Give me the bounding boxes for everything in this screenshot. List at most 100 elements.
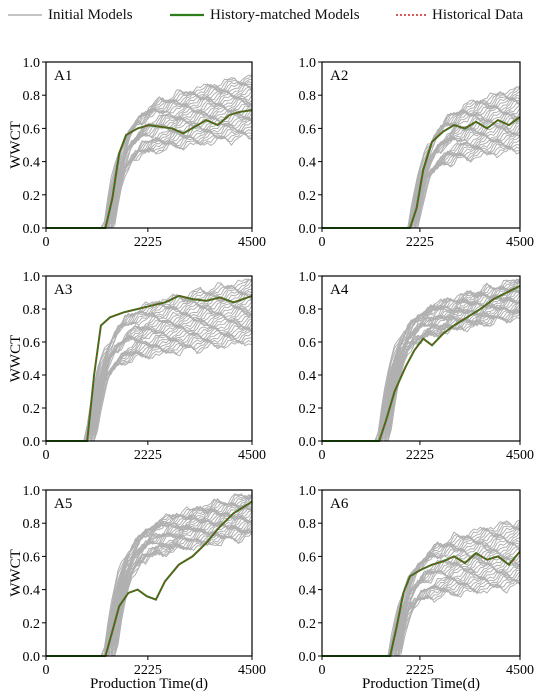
legend-item-historical: Historical Data [396,4,523,26]
y-tick-label-a3-1.0: 1.0 [23,270,41,285]
y-tick-label-a4-0.2: 0.2 [299,402,317,417]
initial-model-line-a3-9 [46,324,253,442]
y-tick-label-a2-0.6: 0.6 [299,122,317,137]
x-tick-label-a5-4500: 4500 [238,663,266,678]
y-tick-label-a1-1.0: 1.0 [23,56,41,71]
initial-model-line-a6-32 [322,522,521,657]
x-tick-label-a2-2225: 2225 [406,235,434,250]
initial-model-line-a6-13 [322,558,521,657]
x-tick-label-a3-0: 0 [43,448,50,463]
initial-model-line-a3-22 [46,299,253,442]
plot-frame-a5 [45,489,253,657]
initial-model-line-a3-12 [46,318,253,442]
panel-label-a5: A5 [54,496,72,512]
initial-model-line-a6-6 [322,573,521,657]
y-tick-label-a1-0.2: 0.2 [23,189,41,204]
y-tick-label-a4-0.0: 0.0 [299,435,317,450]
plot-frame-a2 [321,61,521,229]
y-tick-label-a4-0.8: 0.8 [299,303,317,318]
y-tick-label-a4-0.4: 0.4 [299,369,317,384]
x-tick-label-a5-0: 0 [43,663,50,678]
historical-data-line-a6 [322,551,521,657]
initial-model-line-a6-34 [322,519,521,657]
x-tick-label-a2-4500: 4500 [506,235,534,250]
historical-data-line-a2 [322,116,521,229]
y-axis-label-a5: WWCT [8,549,24,596]
y-tick-label-a6-0.6: 0.6 [299,550,317,565]
initial-model-line-a6-5 [322,575,521,657]
initial-model-line-a4-25 [322,287,521,442]
initial-model-line-a4-5 [322,307,521,442]
x-tick-label-a4-2225: 2225 [406,448,434,463]
y-tick-label-a5-0.6: 0.6 [23,550,41,565]
initial-model-line-a1-1 [46,131,253,229]
legend-swatch-initial [8,14,42,16]
initial-model-line-a1-5 [46,129,253,229]
initial-model-line-a1-3 [46,129,253,229]
y-tick-label-a6-0.0: 0.0 [299,650,317,665]
x-tick-label-a6-4500: 4500 [506,663,534,678]
y-tick-label-a2-0.0: 0.0 [299,222,317,237]
y-tick-label-a2-0.2: 0.2 [299,189,317,204]
historical-data-line-a1 [46,109,253,229]
y-tick-label-a3-0.6: 0.6 [23,336,41,351]
y-tick-label-a1-0.4: 0.4 [23,156,41,171]
initial-model-line-a5-4 [46,528,253,657]
y-tick-label-a5-0.8: 0.8 [23,517,41,532]
initial-model-line-a4-2 [322,313,521,442]
y-tick-label-a3-0.0: 0.0 [23,435,41,450]
y-tick-label-a6-0.4: 0.4 [299,584,317,599]
legend-label-historical: Historical Data [432,6,524,23]
legend-swatch-matched [170,13,204,17]
initial-model-line-a6-26 [322,531,521,657]
y-tick-label-a5-1.0: 1.0 [23,484,41,499]
y-tick-label-a5-0.0: 0.0 [23,650,41,665]
historical-data-line-a5 [46,501,253,657]
y-tick-label-a4-1.0: 1.0 [299,270,317,285]
y-tick-label-a5-0.4: 0.4 [23,584,41,599]
legend-item-initial: Initial Models [8,4,133,26]
x-tick-label-a3-4500: 4500 [238,448,266,463]
x-tick-label-a1-0: 0 [43,235,50,250]
y-tick-label-a2-1.0: 1.0 [299,56,317,71]
plot-frame-a1 [45,61,253,229]
y-tick-label-a1-0.8: 0.8 [23,89,41,104]
panel-label-a6: A6 [330,496,349,512]
initial-model-line-a4-24 [322,287,521,442]
initial-model-line-a4-3 [322,310,521,442]
panel-label-a4: A4 [330,282,349,298]
initial-model-line-a1-13 [46,111,253,229]
legend-label-matched: History-matched Models [210,6,360,23]
initial-model-line-a3-10 [46,321,253,442]
initial-model-line-a4-6 [322,308,521,442]
y-tick-label-a1-0.6: 0.6 [23,122,41,137]
y-tick-label-a2-0.4: 0.4 [299,156,317,171]
initial-model-line-a4-29 [322,280,521,442]
x-tick-label-a3-2225: 2225 [134,448,162,463]
y-tick-label-a3-0.8: 0.8 [23,303,41,318]
y-tick-label-a6-0.2: 0.2 [299,617,317,632]
x-tick-label-a1-2225: 2225 [134,235,162,250]
initial-model-line-a5-7 [46,526,253,657]
initial-model-line-a4-23 [322,287,521,442]
x-tick-label-a5-2225: 2225 [134,663,162,678]
x-tick-label-a4-4500: 4500 [506,448,534,463]
y-tick-label-a5-0.2: 0.2 [23,617,41,632]
plot-frame-a4 [321,275,521,442]
y-tick-label-a6-1.0: 1.0 [299,484,317,499]
legend-swatch-historical [396,14,426,16]
y-tick-label-a3-0.2: 0.2 [23,402,41,417]
initial-model-line-a4-4 [322,310,521,442]
initial-model-line-a4-7 [322,308,521,442]
y-tick-label-a2-0.8: 0.8 [299,89,317,104]
x-tick-label-a4-0: 0 [319,448,326,463]
initial-model-line-a5-24 [46,504,253,657]
initial-model-line-a1-20 [46,98,253,229]
legend-item-matched: History-matched Models [170,4,360,26]
y-tick-label-a3-0.4: 0.4 [23,369,41,384]
y-tick-label-a4-0.6: 0.6 [299,336,317,351]
initial-model-line-a3-2 [46,339,253,442]
x-tick-label-a6-0: 0 [319,663,326,678]
y-axis-label-a3: WWCT [8,335,24,382]
